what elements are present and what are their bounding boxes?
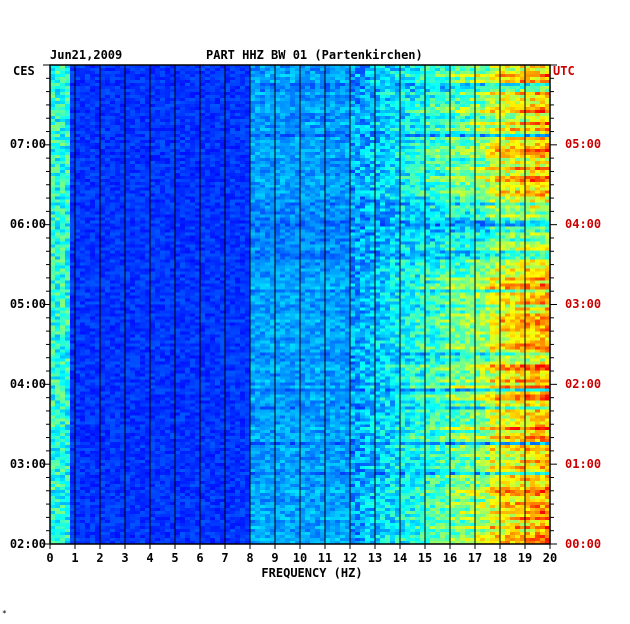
left-time-label: 04:00 — [10, 377, 46, 391]
right-time-label: 05:00 — [565, 137, 601, 151]
right-time-label: 02:00 — [565, 377, 601, 391]
frequency-gridlines — [74, 65, 526, 544]
x-tick-label: 2 — [96, 551, 103, 565]
x-tick-label: 4 — [146, 551, 153, 565]
right-axis-label: UTC — [553, 64, 575, 78]
x-tick-label: 3 — [121, 551, 128, 565]
x-tick-label: 8 — [246, 551, 253, 565]
right-time-label: 04:00 — [565, 217, 601, 231]
right-time-label: 00:00 — [565, 537, 601, 551]
x-tick-label: 20 — [543, 551, 557, 565]
x-tick-label: 5 — [171, 551, 178, 565]
x-tick-label: 15 — [418, 551, 432, 565]
x-tick-label: 11 — [318, 551, 332, 565]
x-tick-label: 19 — [518, 551, 532, 565]
chart-date: Jun21,2009 — [50, 48, 123, 62]
chart-title: PART HHZ BW 01 (Partenkirchen) — [206, 48, 423, 62]
left-time-label: 03:00 — [10, 457, 46, 471]
x-tick-label: 7 — [221, 551, 228, 565]
x-axis-title: FREQUENCY (HZ) — [261, 566, 362, 580]
right-time-label: 03:00 — [565, 297, 601, 311]
x-tick-label: 1 — [71, 551, 78, 565]
left-time-label: 06:00 — [10, 217, 46, 231]
x-tick-label: 16 — [443, 551, 457, 565]
x-axis-ticks: 0 1 2 3 4 5 6 7 8 9 10 11 12 13 14 15 16 17 18 19 20 — [46, 544, 557, 565]
x-tick-label: 0 — [46, 551, 53, 565]
corner-mark: * — [2, 609, 7, 618]
x-tick-label: 18 — [493, 551, 507, 565]
left-time-label: 02:00 — [10, 537, 46, 551]
left-axis-ticks: 07:00 06:00 05:00 04:00 03:00 02:00 — [10, 64, 50, 551]
x-tick-label: 13 — [368, 551, 382, 565]
x-tick-label: 14 — [393, 551, 407, 565]
right-axis-ticks: 05:00 04:00 03:00 02:00 01:00 00:00 — [550, 64, 601, 551]
right-time-label: 01:00 — [565, 457, 601, 471]
x-tick-label: 17 — [468, 551, 482, 565]
x-tick-label: 9 — [271, 551, 278, 565]
x-tick-label: 6 — [196, 551, 203, 565]
left-axis-label: CES — [13, 64, 35, 78]
x-tick-label: 12 — [343, 551, 357, 565]
left-time-label: 05:00 — [10, 297, 46, 311]
x-tick-label: 10 — [293, 551, 307, 565]
left-time-label: 07:00 — [10, 137, 46, 151]
